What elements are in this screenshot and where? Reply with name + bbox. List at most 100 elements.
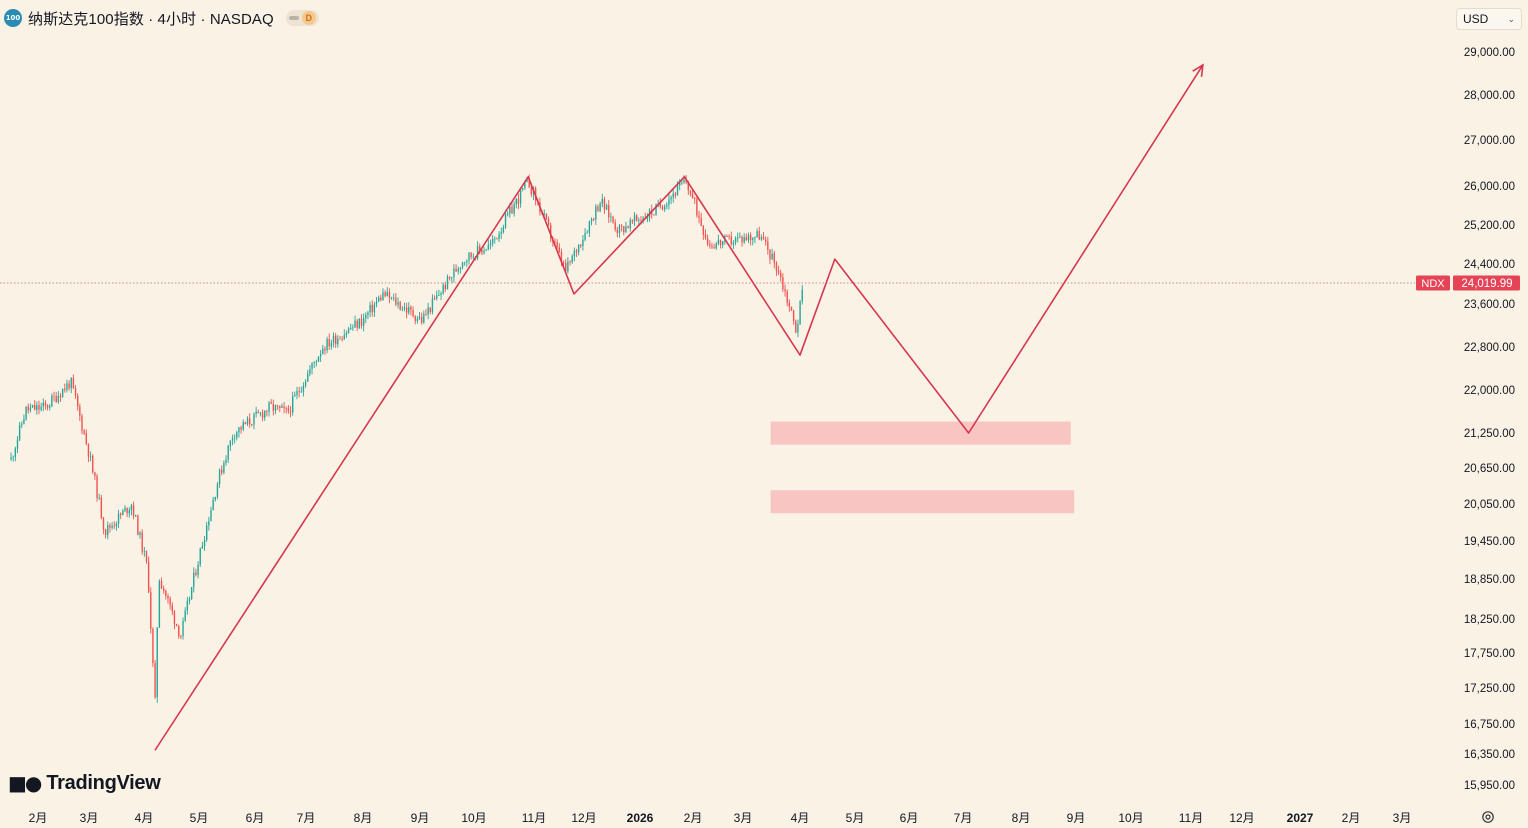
candle-body [330, 342, 333, 347]
candle-body [162, 588, 165, 591]
time-tick-label: 12月 [571, 811, 596, 825]
candle-body [266, 410, 268, 412]
candle-body [786, 291, 788, 303]
candle-body [115, 523, 118, 527]
candle-body [184, 610, 186, 621]
price-tick-label: 20,050.00 [1464, 499, 1515, 511]
candle-body [433, 298, 436, 300]
candle-body [749, 235, 752, 241]
tradingview-logo[interactable]: ■● TradingView [8, 771, 161, 795]
time-tick-label: 12月 [1229, 811, 1254, 825]
time-tick-label: 10月 [461, 811, 486, 825]
candle-body [416, 318, 419, 321]
candle-body [726, 235, 728, 237]
candle-body [562, 262, 565, 264]
market-closed-icon [288, 16, 299, 20]
symbol-title[interactable]: 纳斯达克100指数 · 4小时 · NASDAQ [28, 10, 274, 28]
last-price-tag[interactable] [1453, 275, 1520, 291]
candle-body [203, 540, 206, 547]
candle-body [23, 419, 25, 424]
candle-body [612, 216, 614, 223]
candle-body [558, 247, 560, 252]
candle-body [782, 277, 784, 290]
candle-body [339, 338, 341, 340]
candle-body [231, 438, 234, 441]
candle-body [46, 405, 49, 408]
gear-icon[interactable] [1481, 810, 1495, 824]
candle-body [279, 405, 281, 408]
support-zone[interactable] [770, 421, 1071, 445]
candle-body [528, 178, 530, 188]
candle-body [315, 361, 318, 363]
price-tick-label: 23,600.00 [1464, 299, 1515, 311]
candle-body [797, 324, 799, 333]
price-tick-label: 18,250.00 [1464, 614, 1515, 626]
candle-body [511, 206, 513, 214]
candle-body [582, 239, 584, 247]
candle-body [616, 229, 619, 234]
candle-body [178, 625, 180, 637]
candle-body [76, 395, 79, 407]
candle-body [500, 232, 502, 235]
candle-body [259, 412, 262, 414]
candle-body [631, 220, 634, 222]
candle-body [446, 276, 449, 290]
currency-selector[interactable]: USD ⌄ [1456, 8, 1522, 30]
time-tick-label: 2027 [1287, 811, 1314, 825]
candle-body [291, 396, 294, 413]
candle-body [737, 237, 739, 239]
symbol-logo-icon: 100 [4, 9, 22, 27]
candle-body [18, 424, 21, 440]
chart-header: 100 纳斯达克100指数 · 4小时 · NASDAQ D [4, 6, 319, 30]
candle-body [102, 517, 105, 530]
candle-body [601, 199, 603, 204]
candle-body [285, 408, 287, 409]
candle-body [117, 513, 120, 524]
candle-body [324, 348, 326, 351]
candle-body [214, 496, 216, 500]
candle-body [678, 182, 681, 186]
candle-body [584, 233, 586, 240]
candle-body [472, 256, 474, 258]
delayed-data-badge: D [301, 11, 316, 25]
candle-body [356, 320, 358, 328]
candle-body [756, 231, 758, 238]
candle-body [483, 250, 485, 254]
candle-body [543, 213, 545, 215]
time-tick-label: 10月 [1118, 811, 1143, 825]
price-tick-label: 19,450.00 [1464, 536, 1515, 548]
candle-body [580, 244, 582, 247]
candle-body [401, 308, 404, 310]
candle-body [590, 218, 593, 222]
candle-body [126, 507, 128, 514]
candle-body [554, 241, 556, 243]
projection-path[interactable] [154, 64, 1204, 751]
candle-body [238, 427, 240, 433]
candle-body [233, 437, 236, 439]
candle-body [51, 395, 53, 407]
support-zone[interactable] [770, 490, 1075, 514]
time-tick-label: 9月 [1067, 811, 1086, 825]
candle-body [524, 181, 526, 188]
time-tick-label: 3月 [80, 811, 99, 825]
candle-body [603, 199, 606, 210]
candle-body [248, 418, 251, 425]
candle-body [257, 411, 259, 414]
candle-body [393, 297, 395, 299]
candle-body [382, 292, 384, 301]
candle-body [674, 193, 677, 196]
candle-body [240, 427, 242, 430]
candle-body [608, 205, 610, 218]
candle-body [274, 405, 277, 411]
candle-body [801, 289, 803, 302]
candle-body [635, 215, 638, 221]
candle-body [556, 242, 558, 248]
candle-body [730, 236, 732, 245]
candle-body [309, 369, 311, 374]
market-status-badge[interactable]: D [285, 10, 319, 26]
ticker-tag[interactable] [1416, 275, 1450, 291]
time-tick-label: 6月 [900, 811, 919, 825]
time-tick-label: 6月 [246, 811, 265, 825]
candle-body [311, 363, 313, 370]
